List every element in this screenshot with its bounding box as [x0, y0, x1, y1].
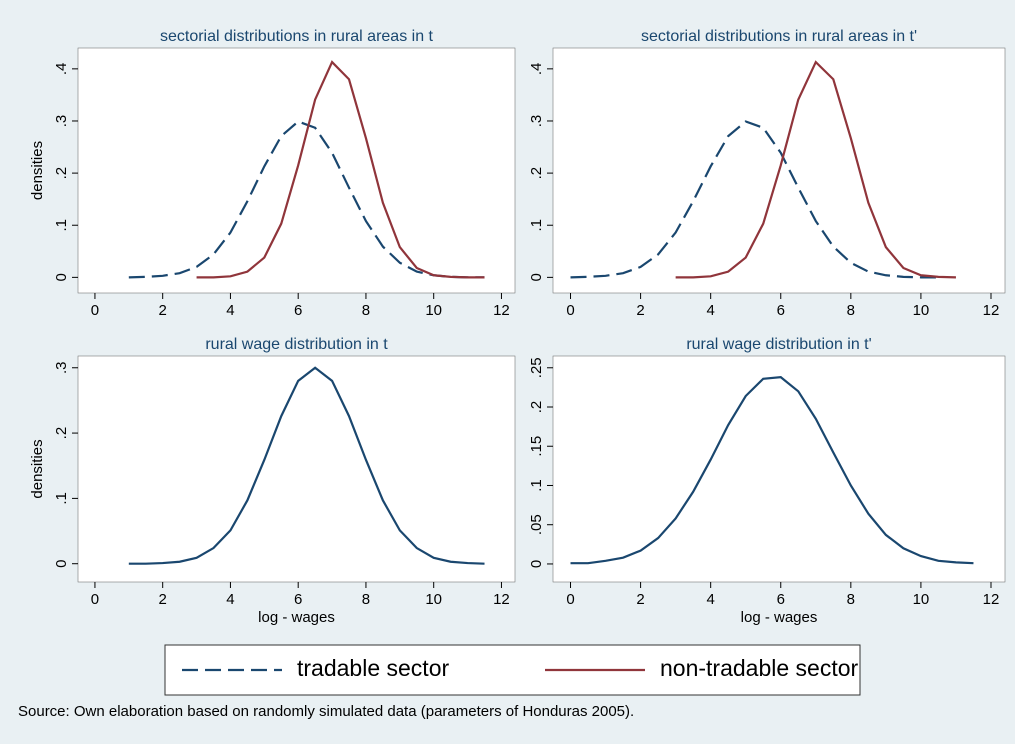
- x-tick-label: 6: [294, 302, 302, 319]
- x-tick-label: 4: [707, 302, 715, 319]
- y-tick-label: .1: [53, 492, 70, 505]
- x-tick-label: 0: [566, 302, 574, 319]
- density-line: [675, 60, 956, 279]
- y-tick-label: 0: [53, 273, 70, 281]
- density-line: [570, 376, 974, 565]
- x-tick-label: 8: [362, 591, 370, 608]
- density-line: [128, 366, 485, 565]
- x-tick-label: 12: [983, 591, 1000, 608]
- legend-label: tradable sector: [297, 655, 449, 681]
- x-axis-title: log - wages: [258, 609, 335, 626]
- y-tick-label: .15: [528, 436, 545, 457]
- x-tick-label: 0: [91, 302, 99, 319]
- x-tick-label: 8: [847, 302, 855, 319]
- x-tick-label: 0: [566, 591, 574, 608]
- x-tick-label: 2: [159, 302, 167, 319]
- panel-title: rural wage distribution in t: [205, 336, 388, 353]
- x-tick-label: 4: [226, 302, 234, 319]
- y-tick-label: .4: [528, 63, 545, 76]
- y-tick-label: .05: [528, 514, 545, 535]
- panel-title: sectorial distributions in rural areas i…: [160, 28, 434, 45]
- x-tick-label: 0: [91, 591, 99, 608]
- x-tick-label: 4: [226, 591, 234, 608]
- y-tick-label: .2: [53, 167, 70, 180]
- y-axis-title: densities: [29, 439, 46, 498]
- x-tick-label: 6: [777, 302, 785, 319]
- y-tick-label: .25: [528, 357, 545, 378]
- panel-title: sectorial distributions in rural areas i…: [641, 28, 917, 45]
- x-tick-label: 2: [636, 591, 644, 608]
- x-tick-label: 12: [493, 591, 510, 608]
- legend-label: non-tradable sector: [660, 655, 859, 681]
- x-tick-label: 10: [425, 591, 442, 608]
- x-tick-label: 12: [983, 302, 1000, 319]
- x-tick-label: 6: [777, 591, 785, 608]
- density-line: [128, 120, 485, 279]
- y-tick-label: .4: [53, 63, 70, 76]
- y-tick-label: .3: [53, 361, 70, 374]
- plot-area: [552, 355, 1006, 583]
- x-axis-title: log - wages: [741, 609, 818, 626]
- y-tick-label: .1: [528, 219, 545, 232]
- x-tick-label: 4: [707, 591, 715, 608]
- density-line: [570, 120, 939, 279]
- x-tick-label: 2: [159, 591, 167, 608]
- y-tick-label: .1: [528, 479, 545, 492]
- y-tick-label: .2: [528, 401, 545, 414]
- x-tick-label: 6: [294, 591, 302, 608]
- y-tick-label: .2: [53, 427, 70, 440]
- x-tick-label: 12: [493, 302, 510, 319]
- x-tick-label: 8: [847, 591, 855, 608]
- source-note: Source: Own elaboration based on randoml…: [18, 703, 634, 720]
- y-tick-label: 0: [528, 560, 545, 568]
- y-tick-label: .3: [53, 115, 70, 128]
- x-tick-label: 8: [362, 302, 370, 319]
- x-tick-label: 10: [425, 302, 442, 319]
- x-tick-label: 10: [913, 302, 930, 319]
- x-tick-label: 10: [913, 591, 930, 608]
- x-tick-label: 2: [636, 302, 644, 319]
- panel-title: rural wage distribution in t': [686, 336, 871, 353]
- y-tick-label: .1: [53, 219, 70, 232]
- y-tick-label: .3: [528, 115, 545, 128]
- density-line: [196, 60, 485, 279]
- y-tick-label: 0: [528, 273, 545, 281]
- plot-area: [77, 355, 516, 583]
- y-tick-label: 0: [53, 560, 70, 568]
- y-axis-title: densities: [29, 141, 46, 200]
- y-tick-label: .2: [528, 167, 545, 180]
